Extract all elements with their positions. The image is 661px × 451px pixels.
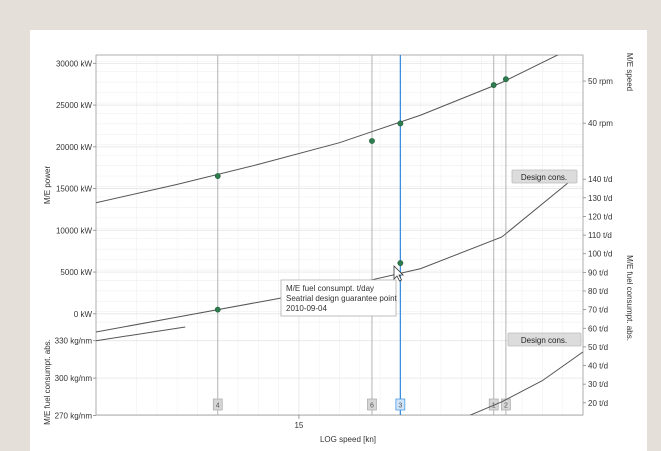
- power-tick-label: 25000 kW: [56, 101, 92, 110]
- fuel-day-tick-label: 120 t/d: [588, 212, 612, 221]
- marker-tag-label: 4: [216, 403, 220, 410]
- marker-tag[interactable]: [501, 398, 511, 411]
- fuel-abs-curve: [469, 351, 583, 415]
- fuel-day-tick-label: 100 t/d: [588, 250, 612, 259]
- fuel-day-tick-label: 130 t/d: [588, 194, 612, 203]
- fuel-abs-tick-label: 270 kg/nm: [55, 412, 93, 421]
- fuel-abs-axis-title: M/E fuel consumpt. abs.: [43, 339, 52, 425]
- speed-power-chart: 4 6 3 1 2 30000 kW 25000 kW 20000 kW 15000 kW 10…: [43, 53, 634, 444]
- power-tick-label: 15000 kW: [56, 185, 92, 194]
- fuel-day-tick-label: 60 t/d: [588, 324, 608, 333]
- chart-panel: 4 6 3 1 2 30000 kW 25000 kW 20000 kW 15000 kW 10…: [30, 30, 647, 451]
- marker-lines: 4 6 3 1 2: [212, 55, 511, 415]
- marker-tag-label: 6: [370, 403, 374, 410]
- marker-tag[interactable]: [367, 398, 377, 411]
- power-data-point[interactable]: [369, 138, 375, 144]
- fuel-abs-segment: [96, 326, 186, 342]
- marker-tag[interactable]: [212, 398, 223, 411]
- design-cons-label-upper: Design cons.: [521, 173, 567, 182]
- power-data-point[interactable]: [502, 76, 509, 83]
- fuel-day-tick-label: 110 t/d: [588, 231, 612, 240]
- fuel-day-data-point[interactable]: [214, 306, 221, 313]
- fuel-day-data-point[interactable]: [397, 260, 404, 266]
- tooltip-line-1: M/E fuel consumpt. t/day: [286, 284, 374, 293]
- tooltip: M/E fuel consumpt. t/day Seatrial design…: [280, 279, 398, 317]
- power-axis-title: M/E power: [43, 166, 52, 205]
- fuel-abs-tick-label: 330 kg/nm: [55, 337, 93, 346]
- speed-axis-title: M/E speed: [625, 53, 634, 91]
- fuel-day-tick-label: 70 t/d: [588, 306, 608, 315]
- power-data-point[interactable]: [397, 120, 404, 127]
- fuel-day-tick-label: 50 t/d: [588, 343, 608, 352]
- power-tick-label: 5000 kW: [60, 268, 92, 277]
- design-cons-label-lower: Design cons.: [521, 336, 567, 345]
- data-points: [214, 76, 509, 313]
- power-tick-label: 20000 kW: [56, 143, 92, 152]
- mouse-cursor-icon: [393, 265, 404, 282]
- grid: [96, 55, 583, 416]
- power-data-point[interactable]: [214, 173, 221, 179]
- fuel-day-tick-label: 20 t/d: [588, 399, 608, 408]
- power-tick-label: 0 kW: [74, 310, 93, 319]
- marker-tag-label: 1: [492, 403, 496, 410]
- power-curve: [96, 55, 559, 204]
- tooltip-line-2: Seatrial design guarantee point: [286, 294, 398, 303]
- fuel-day-axis-title: M/E fuel consumpt. abs.: [625, 255, 634, 341]
- power-data-point[interactable]: [490, 82, 497, 88]
- x-axis-title: LOG speed [kn]: [320, 435, 376, 444]
- marker-tag[interactable]: [488, 398, 499, 411]
- marker-tag-label: 2: [504, 403, 508, 410]
- x-tick-label: 15: [294, 421, 303, 430]
- fuel-day-tick-label: 80 t/d: [588, 287, 608, 296]
- speed-tick-label: 40 rpm: [588, 119, 613, 128]
- marker-tag[interactable]: [395, 398, 406, 411]
- fuel-day-tick-label: 140 t/d: [588, 175, 612, 184]
- fuel-day-tick-label: 30 t/d: [588, 380, 608, 389]
- design-cons-button-upper[interactable]: Design cons.: [511, 169, 578, 184]
- marker-tag-label: 3: [398, 403, 402, 410]
- power-tick-label: 10000 kW: [56, 226, 92, 235]
- tooltip-line-3: 2010-09-04: [286, 304, 327, 313]
- fuel-day-tick-label: 90 t/d: [588, 268, 608, 277]
- design-cons-button-lower[interactable]: Design cons.: [507, 332, 582, 347]
- power-tick-label: 30000 kW: [56, 59, 92, 68]
- speed-tick-label: 50 rpm: [588, 77, 613, 86]
- fuel-abs-tick-label: 300 kg/nm: [55, 374, 93, 383]
- fuel-day-tick-label: 40 t/d: [588, 362, 608, 371]
